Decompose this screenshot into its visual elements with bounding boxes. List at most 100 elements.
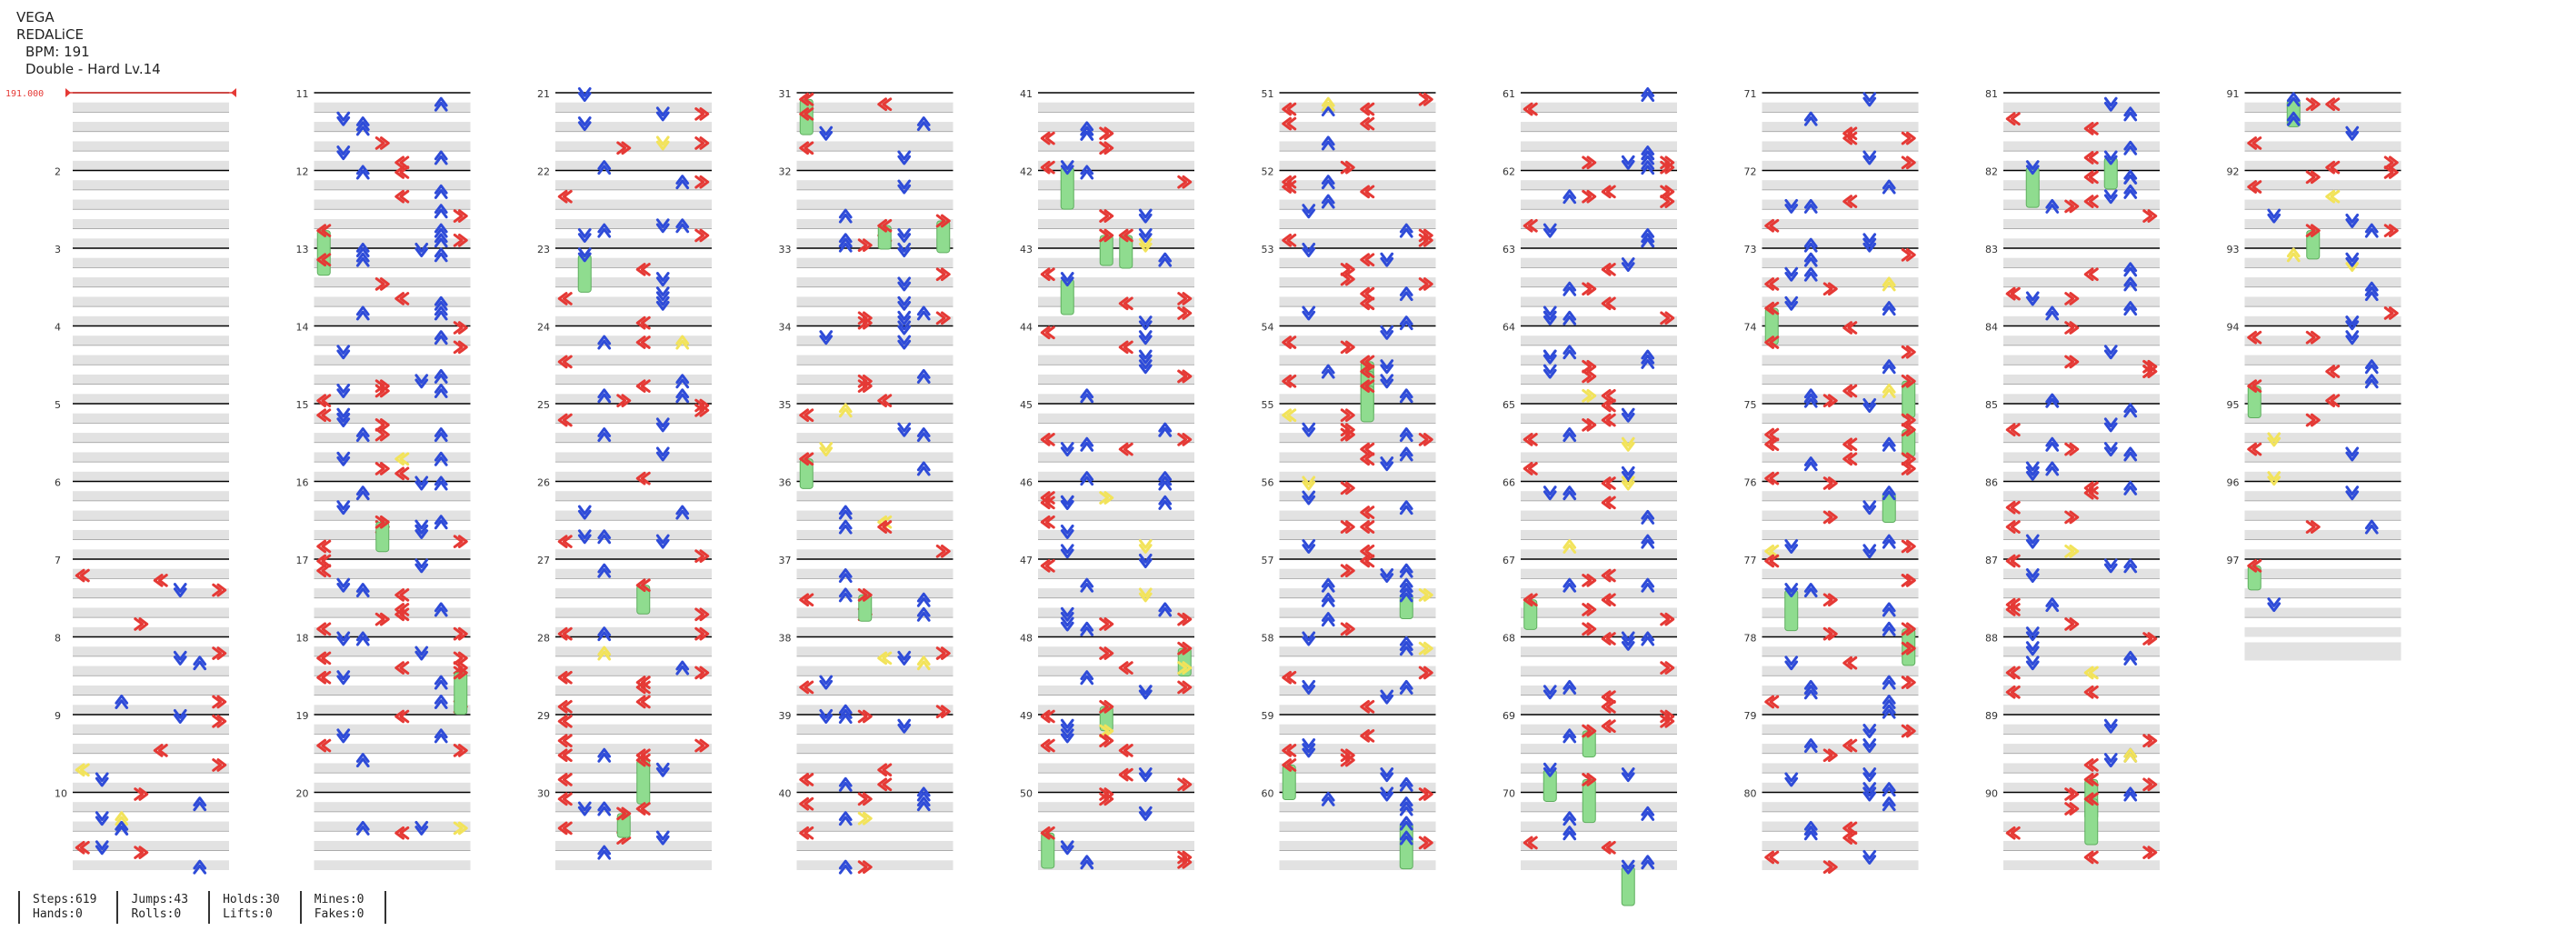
row-band <box>1279 296 1436 307</box>
step-arrow <box>1340 753 1355 767</box>
row-band <box>314 394 471 404</box>
step-arrow <box>857 311 873 325</box>
step-arrow <box>1099 734 1114 748</box>
step-arrow <box>453 209 468 223</box>
step-arrow <box>1138 227 1153 243</box>
step-arrow <box>134 617 149 631</box>
row-band <box>73 744 229 754</box>
row-band <box>1762 141 1919 152</box>
step-arrow <box>635 335 651 349</box>
step-arrow <box>153 744 168 757</box>
step-arrow <box>655 417 670 433</box>
row-band <box>314 510 471 521</box>
row-band <box>73 471 229 482</box>
step-arrow <box>1399 796 1413 812</box>
row-band <box>1762 840 1919 851</box>
step-arrow <box>655 830 670 846</box>
row-band <box>1521 218 1677 229</box>
step-arrow <box>453 340 468 355</box>
step-arrow <box>1177 680 1193 695</box>
step-arrow <box>434 96 448 112</box>
row-band <box>796 257 954 268</box>
row-band <box>73 491 229 501</box>
row-band <box>1038 802 1194 812</box>
row-band <box>314 705 471 715</box>
step-arrow <box>877 777 893 792</box>
measure-number: 52 <box>1262 166 1274 178</box>
row-band <box>2003 452 2160 463</box>
step-arrow <box>1282 408 1297 423</box>
measure-number: 77 <box>1744 555 1757 566</box>
step-arrow <box>1641 87 1655 102</box>
measure-number: 68 <box>1503 633 1515 645</box>
step-arrow <box>2345 213 2360 228</box>
step-arrow <box>1060 160 1074 175</box>
step-arrow <box>2123 786 2138 802</box>
row-band <box>1762 394 1919 404</box>
step-arrow <box>1862 398 1877 413</box>
step-arrow <box>1321 592 1335 607</box>
step-arrow <box>1321 612 1335 627</box>
step-arrow <box>2064 321 2080 335</box>
row-band <box>796 724 954 735</box>
step-arrow <box>414 558 429 574</box>
step-arrow <box>2305 330 2321 345</box>
step-arrow <box>1621 407 1635 423</box>
measure-number: 80 <box>1744 788 1757 800</box>
step-arrow <box>2083 267 2099 282</box>
row-band <box>1038 394 1194 404</box>
step-arrow <box>394 292 410 305</box>
step-arrow <box>597 646 612 661</box>
step-arrow <box>1118 228 1133 243</box>
row-band <box>314 452 471 463</box>
measure-number: 14 <box>296 322 309 334</box>
row-band <box>1279 588 1436 598</box>
step-arrow <box>1177 612 1193 626</box>
measure-number: 71 <box>1744 88 1757 100</box>
step-arrow <box>1282 744 1297 757</box>
row-band <box>1762 413 1919 424</box>
step-arrow <box>1099 491 1114 505</box>
row-band <box>314 626 471 637</box>
measure-number: 41 <box>1020 88 1033 100</box>
row-band <box>73 685 229 696</box>
step-arrow <box>897 243 912 257</box>
step-arrow <box>115 820 129 836</box>
step-arrow <box>1418 666 1433 680</box>
row-band <box>1279 685 1436 696</box>
row-band <box>1521 568 1677 579</box>
step-arrow <box>1901 413 1916 427</box>
measure-number: 38 <box>779 633 792 645</box>
row-band <box>2244 413 2401 424</box>
row-band <box>1521 626 1677 637</box>
hold-note <box>636 759 651 805</box>
step-arrow <box>1901 131 1916 145</box>
row-band <box>1279 160 1436 171</box>
row-band <box>73 257 229 268</box>
step-arrow <box>1882 694 1896 709</box>
step-arrow <box>635 379 651 393</box>
step-arrow <box>1803 820 1818 836</box>
step-arrow <box>1882 436 1896 452</box>
step-arrow <box>336 577 351 593</box>
row-band <box>1279 335 1436 345</box>
step-arrow <box>635 802 651 816</box>
step-arrow <box>1177 777 1193 792</box>
step-arrow <box>2103 96 2118 112</box>
row-band <box>1279 471 1436 482</box>
row-band <box>796 180 954 190</box>
stats-group: Holds:30 Lifts:0 <box>208 891 300 924</box>
step-arrow <box>374 427 390 442</box>
step-arrow <box>1543 762 1557 777</box>
row-band <box>1038 646 1194 656</box>
step-arrow <box>434 247 448 263</box>
step-arrow <box>2305 520 2321 534</box>
step-arrow <box>1882 534 1896 549</box>
step-arrow <box>1822 394 1838 408</box>
step-arrow <box>1340 160 1355 175</box>
step-arrow <box>1080 471 1094 486</box>
row-band <box>796 529 954 540</box>
step-arrow <box>1360 520 1375 534</box>
step-arrow <box>1803 738 1818 754</box>
bpm-label: 191.000 <box>5 89 44 99</box>
